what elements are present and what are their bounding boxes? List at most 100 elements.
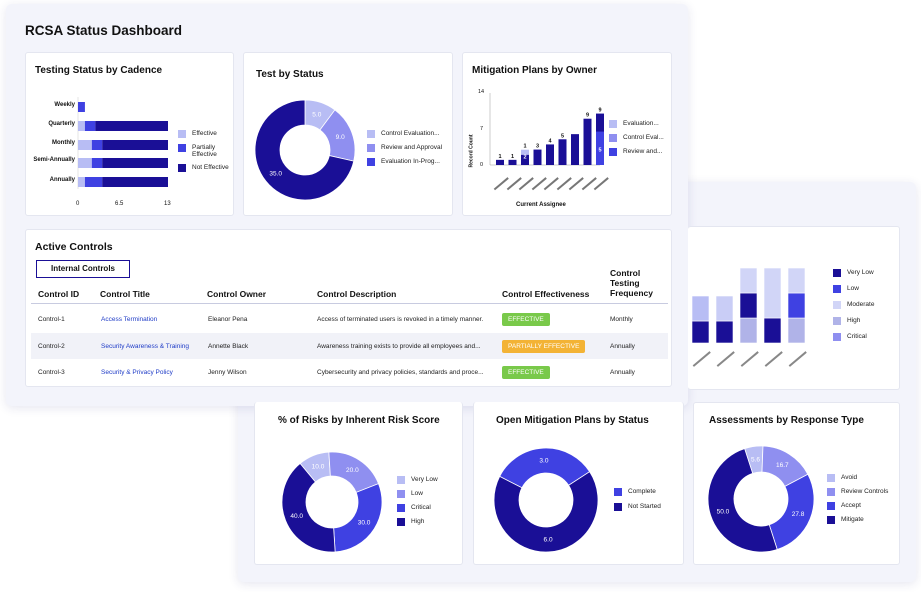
slice-label: 5.0 [312,111,321,118]
legend-item: Very Low [397,476,438,484]
legend-label: Critical [411,504,431,511]
legend-label: Low [847,285,859,292]
cell-desc: Cybersecurity and privacy policies, stan… [317,369,484,376]
legend-label: Evaluation In-Prog... [381,158,440,165]
dashboard-title: RCSA Status Dashboard [25,23,183,38]
control-title-link[interactable]: Security & Privacy Policy [101,369,173,376]
slice-label: 5.6 [751,456,760,463]
status-badge: PARTIALLY EFFECTIVE [502,340,586,353]
legend-item: Effective [178,130,217,138]
x-tick: 6.5 [115,201,124,207]
legend-item: Review Controls [827,488,888,496]
slice-label: 35.0 [269,170,282,177]
column-segment [787,267,806,294]
internal-controls-tab[interactable]: Internal Controls [36,260,130,278]
bar [546,144,554,165]
cell-owner: Eleanor Pena [208,316,248,323]
bar-segment [78,140,92,150]
column-tick [692,351,711,367]
col-header[interactable]: Control ID [38,289,80,299]
cell-desc: Awareness training exists to provide all… [317,343,481,350]
bar-segment [102,140,168,150]
bar-segment [102,177,168,187]
bar [533,149,542,165]
cell-id: Control-1 [38,316,65,323]
active-controls-card: Active Controls Internal Controls Contro… [25,229,672,387]
x-tick: 0 [76,201,80,207]
cell-id: Control-3 [38,369,65,376]
column-segment [787,317,806,344]
legend-item: Complete [614,488,656,496]
cell-desc: Access of terminated users is revoked in… [317,316,484,323]
status-badge: EFFECTIVE [502,313,550,326]
col-header[interactable]: Control Effectiveness [502,289,590,299]
legend-item: Avoid [827,474,857,482]
table-row[interactable]: Control-1 Access Termination Eleanor Pen… [31,307,668,332]
bar-segment [78,177,85,187]
legend-item: High [397,518,424,526]
bar-segment [84,121,96,131]
column-segment [739,292,758,319]
column-tick [788,351,807,367]
legend-label: Complete [628,488,656,495]
column-segment [739,267,758,294]
donut-slice [333,483,383,553]
table-row[interactable]: Control-2 Security Awareness & Training … [31,333,668,359]
bar [496,159,504,165]
legend-label: Partially Effective [192,144,217,158]
risk-score-donut: 10.0 20.0 30.0 40.0 [281,451,383,553]
test-by-status-title: Test by Status [256,69,324,80]
col-header[interactable]: Control Owner [207,289,267,299]
column-segment [691,320,710,344]
slice-label: 6.0 [544,536,553,543]
control-title-link[interactable]: Access Termination [101,316,158,323]
col-header[interactable]: Control Description [317,289,397,299]
column-tick [716,351,735,367]
bar-segment [95,121,168,131]
slice-label: 40.0 [290,513,303,520]
legend-item: Control Eval... [609,134,664,142]
legend-item: Mitigate [827,516,864,524]
category-label: Annually [49,177,75,183]
y-tick: 14 [478,89,485,95]
donut-slice [499,447,591,489]
mitigation-owner-title: Mitigation Plans by Owner [472,65,598,76]
bar-value-label: 5 [561,133,564,139]
bar-segment [91,140,103,150]
x-tick: 13 [164,201,171,207]
bar [571,134,579,165]
y-tick: 0 [480,162,484,168]
column-segment [691,295,710,322]
legend-label: Control Evaluation... [381,130,440,137]
category-label: Quarterly [48,121,75,127]
open-mitigation-donut: 3.0 6.0 [493,447,599,553]
legend-label: Mitigate [841,516,864,523]
col-header[interactable]: Control Title [100,289,150,299]
slice-label: 3.0 [539,458,548,465]
donut-slice [254,99,355,201]
header-divider [31,303,668,304]
control-title-link[interactable]: Security Awareness & Training [101,343,190,350]
open-mitigation-title: Open Mitigation Plans by Status [496,415,649,426]
col-header[interactable]: Control Testing Frequency [610,268,653,298]
assignee-tick [593,177,609,190]
donut-slice [707,448,778,553]
active-controls-title: Active Controls [35,241,113,253]
risk-columns-chart [691,267,806,344]
testing-status-card: Testing Status by Cadence Weekly Quarter… [25,52,234,216]
donut-slice [281,462,336,553]
table-row[interactable]: Control-3 Security & Privacy Policy Jenn… [31,360,668,385]
column-tick [740,351,759,367]
bar-value-label: 1 [523,144,526,150]
legend-label: Moderate [847,301,875,308]
legend-item: Critical [397,504,431,512]
test-by-status-card: Test by Status 5.0 9.0 35.0 Control Evalua… [243,52,453,216]
testing-status-title: Testing Status by Cadence [35,65,163,76]
legend-label: Review and... [623,148,663,155]
status-badge: EFFECTIVE [502,366,550,379]
bar-segment [78,158,92,168]
column-segment [715,320,734,344]
legend-item: Low [833,285,859,293]
legend-item: Very Low [833,269,874,277]
bar [521,154,529,165]
